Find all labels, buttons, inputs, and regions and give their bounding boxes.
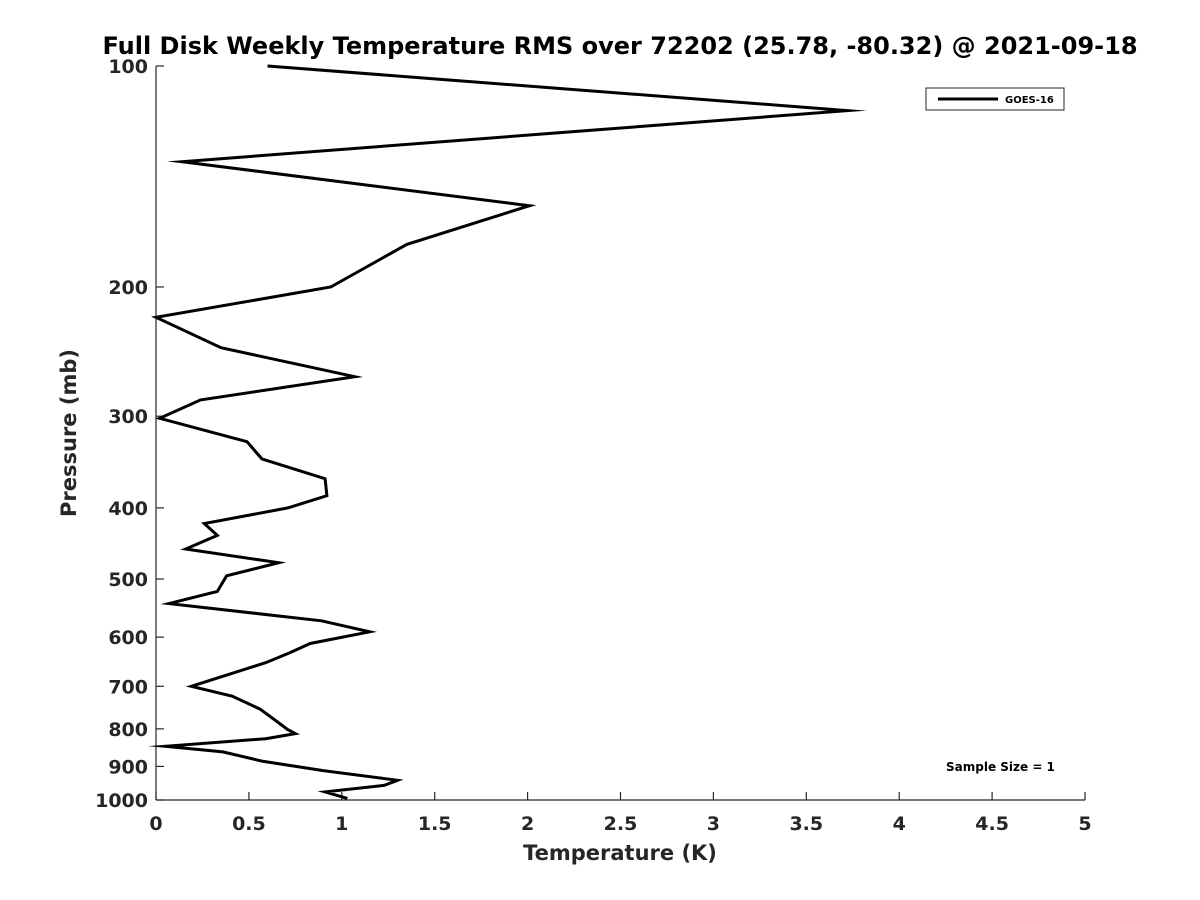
y-tick-label: 500 (108, 569, 148, 591)
x-tick-label: 4.5 (975, 813, 1009, 835)
x-tick-label: 1.5 (418, 813, 452, 835)
y-tick-label: 1000 (95, 790, 148, 812)
x-tick-label: 2.5 (604, 813, 638, 835)
x-tick-label: 0.5 (232, 813, 266, 835)
y-axis-label: Pressure (mb) (57, 349, 81, 517)
series-line-goes-16 (147, 64, 867, 800)
x-ticks: 0 0.5 1 1.5 2 2.5 3 3.5 4 4.5 5 (149, 792, 1092, 835)
y-tick-label: 700 (108, 676, 148, 698)
x-tick-label: 3 (707, 813, 720, 835)
y-tick-label: 400 (108, 498, 148, 520)
y-tick-label: 200 (108, 277, 148, 299)
x-tick-label: 3.5 (789, 813, 823, 835)
x-tick-label: 0 (149, 813, 162, 835)
x-axis-label: Temperature (K) (523, 841, 717, 865)
y-tick-label: 100 (108, 56, 148, 78)
y-tick-label: 300 (108, 406, 148, 428)
y-ticks: 100 200 300 400 500 600 700 800 900 1000 (95, 56, 164, 812)
legend: GOES-16 (925, 87, 1065, 111)
x-tick-label: 4 (893, 813, 906, 835)
x-tick-label: 2 (521, 813, 534, 835)
y-tick-label: 600 (108, 627, 148, 649)
chart-title: Full Disk Weekly Temperature RMS over 72… (102, 32, 1137, 60)
y-tick-label: 800 (108, 719, 148, 741)
legend-label: GOES-16 (1005, 95, 1054, 106)
sample-size-annotation: Sample Size = 1 (946, 760, 1055, 774)
x-tick-label: 1 (335, 813, 348, 835)
y-tick-label: 900 (108, 756, 148, 778)
series-layer (147, 64, 867, 800)
x-tick-label: 5 (1078, 813, 1091, 835)
